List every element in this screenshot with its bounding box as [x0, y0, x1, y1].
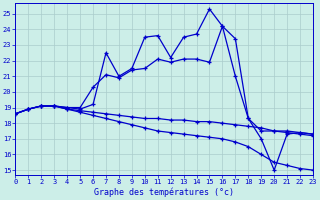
X-axis label: Graphe des températures (°c): Graphe des températures (°c): [94, 188, 234, 197]
